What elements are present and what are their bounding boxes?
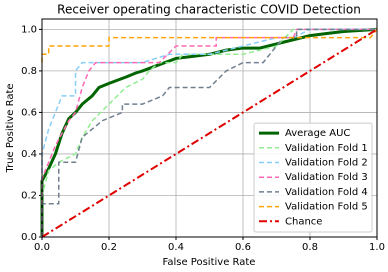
- y-tick-label: 0.0: [21, 232, 37, 243]
- x-tick-label: 0.2: [101, 242, 117, 253]
- legend-label: Chance: [285, 216, 322, 227]
- y-axis-label: True Positive Rate: [5, 83, 16, 173]
- x-tick-label: 0.8: [302, 242, 318, 253]
- plot-frame: [41, 18, 378, 238]
- legend-label: Average AUC: [285, 128, 350, 139]
- line: [41, 28, 378, 63]
- legend-label: Validation Fold 1: [285, 143, 368, 154]
- line: [41, 28, 378, 238]
- y-tick-label: 0.6: [21, 107, 37, 118]
- x-tick-label: 0.6: [235, 242, 251, 253]
- legend-label: Validation Fold 2: [285, 158, 368, 169]
- y-tick-label: 0.8: [21, 66, 37, 77]
- line: [41, 28, 377, 237]
- x-axis-label: False Positive Rate: [163, 257, 256, 268]
- chart-title: Receiver operating characteristic COVID …: [57, 3, 361, 17]
- legend-box: [253, 122, 373, 233]
- legend-label: Validation Fold 5: [285, 202, 368, 213]
- legend-label: Validation Fold 3: [285, 172, 368, 183]
- x-tick-label: 1.0: [369, 242, 385, 253]
- line: [41, 28, 377, 237]
- y-tick-label: 0.4: [21, 149, 37, 160]
- line: [41, 28, 377, 237]
- x-tick-label: 0.0: [34, 242, 50, 253]
- legend-label: Validation Fold 4: [285, 187, 368, 198]
- y-tick-label: 0.2: [21, 190, 37, 201]
- y-tick-label: 1.0: [21, 24, 37, 35]
- x-tick-label: 0.4: [168, 242, 184, 253]
